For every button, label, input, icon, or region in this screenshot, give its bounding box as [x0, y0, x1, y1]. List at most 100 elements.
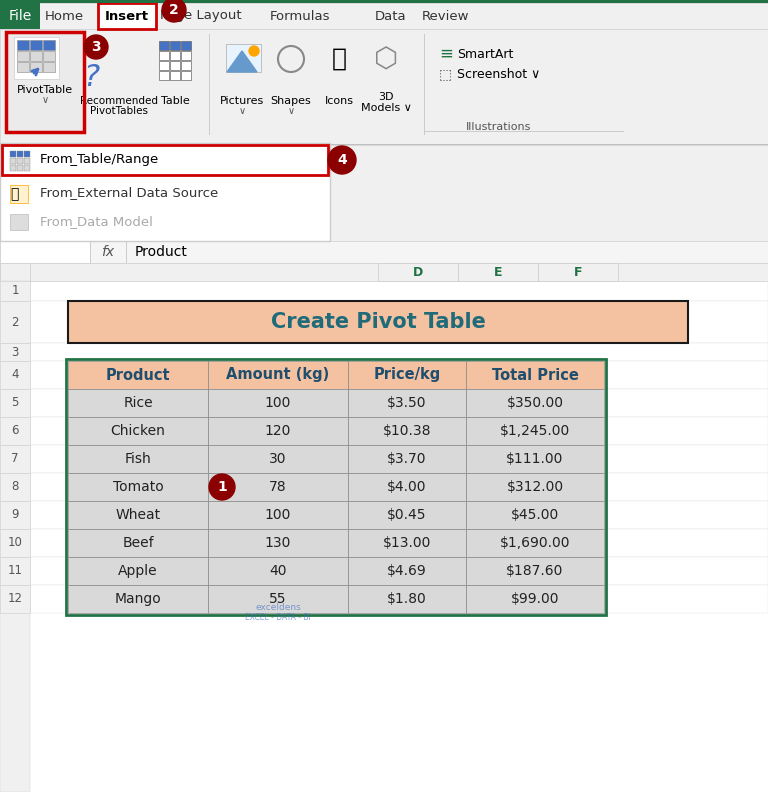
Bar: [98, 3, 156, 29]
Text: 130: 130: [265, 536, 291, 550]
Bar: [159, 61, 169, 70]
Text: 40: 40: [270, 564, 286, 578]
Bar: [170, 71, 180, 80]
Text: E: E: [494, 265, 502, 279]
Text: PivotTables: PivotTables: [90, 106, 148, 116]
Text: $0.45: $0.45: [387, 508, 427, 522]
Bar: [30, 281, 768, 301]
Text: Models ∨: Models ∨: [360, 103, 412, 113]
Text: Beef: Beef: [122, 536, 154, 550]
Circle shape: [249, 46, 259, 56]
Bar: [209, 34, 210, 135]
Bar: [0, 263, 30, 281]
Text: 6: 6: [12, 425, 18, 437]
Bar: [68, 529, 208, 557]
Bar: [17, 51, 29, 61]
Bar: [208, 445, 348, 473]
Bar: [0, 473, 30, 501]
Bar: [181, 71, 191, 80]
Bar: [0, 281, 768, 792]
Text: Screenshot ∨: Screenshot ∨: [457, 67, 540, 81]
Bar: [30, 301, 768, 343]
Bar: [2, 145, 328, 175]
Text: 3: 3: [91, 40, 101, 54]
Bar: [348, 585, 466, 613]
Circle shape: [84, 35, 108, 59]
Bar: [208, 389, 348, 417]
Text: 120: 120: [265, 424, 291, 438]
Text: D: D: [413, 265, 423, 279]
Bar: [538, 263, 618, 281]
Text: $99.00: $99.00: [511, 592, 559, 606]
Text: Insert: Insert: [100, 10, 138, 22]
Bar: [0, 143, 330, 241]
Bar: [68, 501, 208, 529]
Text: Data: Data: [375, 10, 406, 22]
Bar: [348, 445, 466, 473]
Text: 9: 9: [12, 508, 18, 521]
Bar: [466, 445, 604, 473]
Text: From ̲External Data Source: From ̲External Data Source: [40, 186, 218, 200]
Bar: [0, 281, 30, 301]
Bar: [0, 3, 768, 29]
Text: ≡: ≡: [439, 45, 453, 63]
Text: Shapes: Shapes: [270, 96, 311, 106]
Text: 3D: 3D: [379, 92, 394, 102]
Text: fx: fx: [101, 245, 114, 259]
Text: Icons: Icons: [325, 96, 353, 106]
Bar: [170, 51, 180, 60]
Bar: [68, 473, 208, 501]
Bar: [348, 389, 466, 417]
Bar: [30, 417, 768, 445]
Bar: [30, 40, 42, 50]
Bar: [378, 263, 458, 281]
Text: Mango: Mango: [114, 592, 161, 606]
Bar: [208, 501, 348, 529]
Bar: [17, 151, 23, 157]
Text: $3.70: $3.70: [387, 452, 427, 466]
Text: exceldens: exceldens: [255, 604, 301, 612]
Text: File: File: [8, 9, 31, 23]
Text: ⬡: ⬡: [374, 45, 398, 73]
Text: Product: Product: [135, 245, 188, 259]
Text: 7: 7: [12, 452, 18, 466]
Text: Wheat: Wheat: [115, 508, 161, 522]
Bar: [0, 0, 768, 3]
Bar: [30, 389, 768, 417]
Bar: [0, 263, 768, 281]
Text: $1,245.00: $1,245.00: [500, 424, 570, 438]
Text: Chicken: Chicken: [111, 424, 165, 438]
Bar: [466, 473, 604, 501]
Text: $45.00: $45.00: [511, 508, 559, 522]
Bar: [30, 445, 768, 473]
Bar: [68, 301, 688, 343]
Text: 4: 4: [12, 368, 18, 382]
Circle shape: [328, 146, 356, 174]
Text: Home: Home: [45, 10, 84, 22]
Bar: [10, 165, 16, 171]
Bar: [458, 263, 538, 281]
Bar: [24, 165, 30, 171]
Bar: [208, 361, 348, 389]
Text: Fish: Fish: [124, 452, 151, 466]
Text: ∨: ∨: [41, 95, 48, 105]
Bar: [30, 51, 42, 61]
Bar: [30, 343, 768, 361]
Bar: [0, 301, 30, 343]
Bar: [17, 40, 29, 50]
Text: ⬚: ⬚: [439, 67, 452, 81]
Text: 55: 55: [270, 592, 286, 606]
Bar: [6, 32, 84, 132]
Bar: [68, 361, 208, 389]
Text: $10.38: $10.38: [382, 424, 432, 438]
Bar: [424, 34, 425, 135]
Text: 5: 5: [12, 397, 18, 409]
Bar: [466, 501, 604, 529]
Bar: [159, 71, 169, 80]
Bar: [17, 62, 29, 72]
Text: Formulas: Formulas: [270, 10, 330, 22]
Text: 1: 1: [217, 480, 227, 494]
Text: Rice: Rice: [123, 396, 153, 410]
Bar: [30, 501, 768, 529]
Bar: [68, 417, 208, 445]
